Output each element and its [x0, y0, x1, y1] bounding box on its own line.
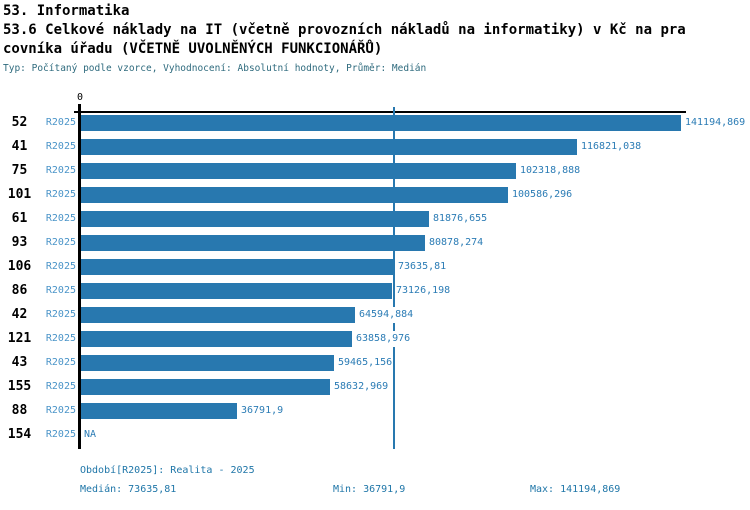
- value-label: 73635,81: [398, 259, 447, 275]
- row-period-label: R2025: [45, 165, 76, 176]
- chart-row: 61 R2025 81876,655: [0, 211, 750, 227]
- chart-row: 121 R2025 63858,976: [0, 331, 750, 347]
- row-id-label: 88: [11, 403, 28, 418]
- y-axis-line: [78, 104, 81, 449]
- indicator-title-line2: covníka úřadu (VČETNĚ UVOLNĚNÝCH FUNKCIO…: [3, 41, 383, 57]
- row-id-label: 86: [11, 283, 28, 298]
- value-bar: [81, 163, 516, 179]
- value-label: 63858,976: [356, 331, 411, 347]
- value-label: 36791,9: [241, 403, 284, 419]
- x-axis-zero-tick-label: 0: [76, 92, 84, 103]
- footer-min-stat: Min: 36791,9: [333, 484, 406, 495]
- median-line: [393, 107, 395, 449]
- chart-row: 106 R2025 73635,81: [0, 259, 750, 275]
- chart-row: 88 R2025 36791,9: [0, 403, 750, 419]
- row-id-label: 75: [11, 163, 28, 178]
- section-title: 53. Informatika: [3, 3, 130, 19]
- row-period-label: R2025: [45, 117, 76, 128]
- row-period-label: R2025: [45, 213, 76, 224]
- chart-row: 101 R2025 100586,296: [0, 187, 750, 203]
- row-period-label: R2025: [45, 357, 76, 368]
- value-bar: [81, 139, 577, 155]
- footer-median-stat: Medián: 73635,81: [80, 484, 177, 495]
- chart-row: 43 R2025 59465,156: [0, 355, 750, 371]
- row-id-label: 106: [7, 259, 32, 274]
- value-bar: [81, 403, 237, 419]
- value-label: 73126,198: [396, 283, 451, 299]
- value-label: 64594,884: [359, 307, 414, 323]
- value-label: 100586,296: [512, 187, 573, 203]
- value-bar: [81, 211, 429, 227]
- row-id-label: 61: [11, 211, 28, 226]
- chart-row: 41 R2025 116821,038: [0, 139, 750, 155]
- row-id-label: 43: [11, 355, 28, 370]
- value-label: 59465,156: [338, 355, 393, 371]
- chart-row: 93 R2025 80878,274: [0, 235, 750, 251]
- row-id-label: 42: [11, 307, 28, 322]
- value-label: 116821,038: [581, 139, 642, 155]
- indicator-title-line1: 53.6 Celkové náklady na IT (včetně provo…: [3, 22, 686, 38]
- value-bar: [81, 187, 508, 203]
- value-label: 102318,888: [520, 163, 581, 179]
- row-period-label: R2025: [45, 189, 76, 200]
- value-bar: [81, 259, 394, 275]
- chart-row: 86 R2025 73126,198: [0, 283, 750, 299]
- value-label: 80878,274: [429, 235, 484, 251]
- value-label: NA: [84, 427, 97, 443]
- row-period-label: R2025: [45, 429, 76, 440]
- row-period-label: R2025: [45, 285, 76, 296]
- row-id-label: 93: [11, 235, 28, 250]
- value-bar: [81, 379, 330, 395]
- chart-row: 75 R2025 102318,888: [0, 163, 750, 179]
- x-axis-line: [74, 111, 686, 113]
- value-label: 58632,969: [334, 379, 389, 395]
- footer-period-legend: Období[R2025]: Realita - 2025: [80, 465, 255, 476]
- row-period-label: R2025: [45, 405, 76, 416]
- row-id-label: 41: [11, 139, 28, 154]
- chart-row: 52 R2025 141194,869: [0, 115, 750, 131]
- chart-row: 154 R2025 NA: [0, 427, 750, 443]
- value-bar: [81, 115, 681, 131]
- value-label: 141194,869: [685, 115, 746, 131]
- row-period-label: R2025: [45, 381, 76, 392]
- value-bar: [81, 235, 425, 251]
- row-period-label: R2025: [45, 237, 76, 248]
- row-period-label: R2025: [45, 141, 76, 152]
- row-period-label: R2025: [45, 261, 76, 272]
- row-id-label: 121: [7, 331, 32, 346]
- value-bar: [81, 355, 334, 371]
- row-id-label: 101: [7, 187, 32, 202]
- indicator-subtitle: Typ: Počítaný podle vzorce, Vyhodnocení:…: [3, 63, 427, 74]
- footer-max-stat: Max: 141194,869: [530, 484, 621, 495]
- row-id-label: 52: [11, 115, 28, 130]
- chart-row: 42 R2025 64594,884: [0, 307, 750, 323]
- row-period-label: R2025: [45, 333, 76, 344]
- value-bar: [81, 283, 392, 299]
- value-label: 81876,655: [433, 211, 488, 227]
- value-bar: [81, 307, 355, 323]
- chart-row: 155 R2025 58632,969: [0, 379, 750, 395]
- row-id-label: 155: [7, 379, 32, 394]
- value-bar: [81, 331, 352, 347]
- row-id-label: 154: [7, 427, 32, 442]
- row-period-label: R2025: [45, 309, 76, 320]
